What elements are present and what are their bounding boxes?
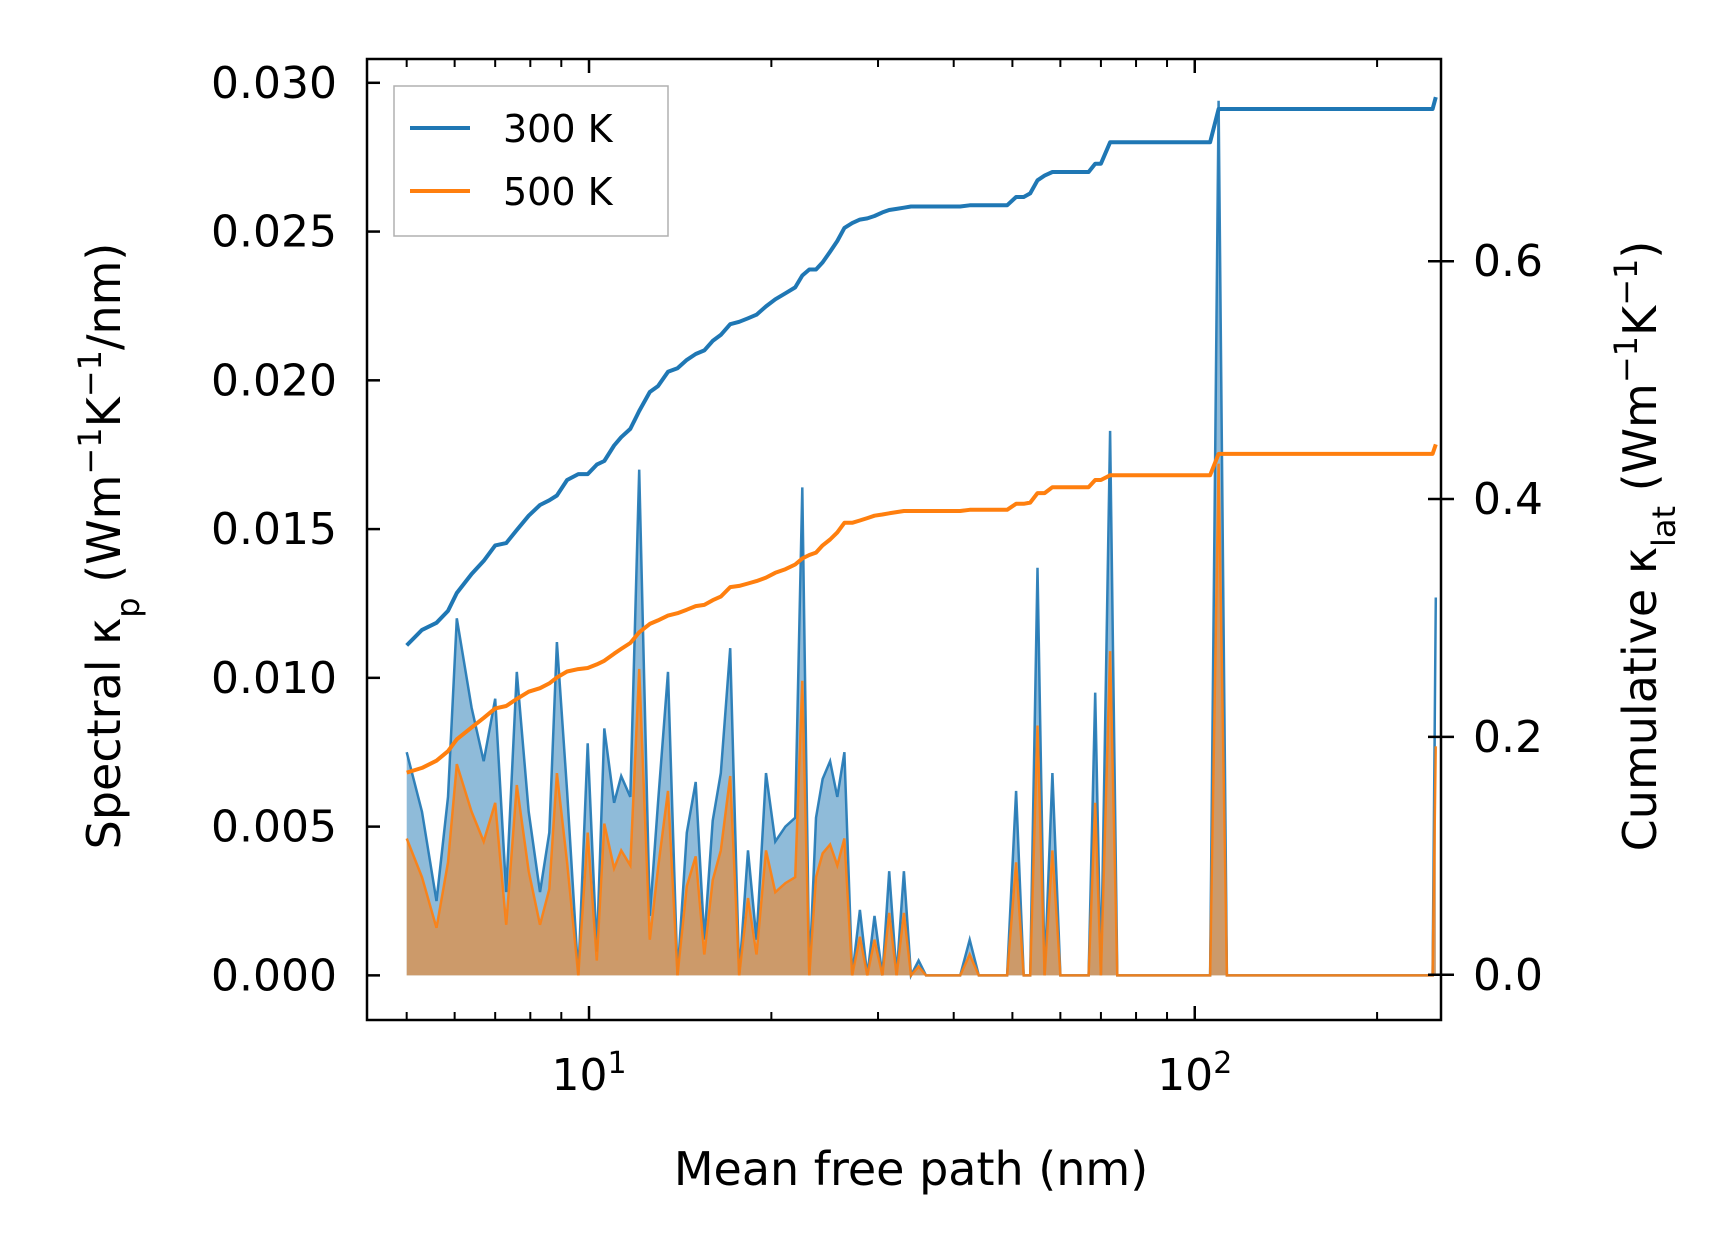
axes-layer: 0.000 0.005 0.010 0.015 0.020 0.025 0.030 0.0 0.… (211, 57, 1543, 1102)
left-y-tick-label: 0.020 (211, 355, 337, 406)
legend-label-300k: 300 K (503, 107, 614, 151)
legend-label-500k: 500 K (503, 170, 614, 214)
left-y-tick-label: 0.010 (211, 653, 337, 704)
left-y-tick-label: 0.030 (211, 58, 337, 109)
cumulative-line-0 (405, 96, 1438, 647)
spectral-line-0 (405, 100, 1438, 980)
right-y-tick-label: 0.6 (1473, 236, 1543, 287)
spectral-fill-layer (405, 100, 1438, 980)
left-y-tick-label: 0.005 (211, 802, 337, 853)
right-y-tick-label: 0.0 (1473, 950, 1543, 1001)
spectral-fill-1 (406, 463, 1436, 976)
right-y-tick-label: 0.4 (1473, 474, 1543, 525)
x-tick-label: 102 (1157, 1046, 1232, 1102)
x-axis-label: Mean free path (nm) (674, 1142, 1148, 1196)
spectral-line-1 (405, 463, 1438, 979)
left-y-tick-label: 0.000 (211, 950, 337, 1001)
legend-frame (393, 85, 669, 237)
line-layer (405, 96, 1438, 775)
left-y-tick-label: 0.025 (211, 207, 337, 258)
legend: 300 K 500 K (393, 85, 669, 237)
spectral-fill-0 (406, 100, 1436, 976)
left-y-tick-label: 0.015 (211, 504, 337, 555)
right-y-tick-label: 0.2 (1473, 712, 1543, 763)
x-tick-label: 101 (551, 1046, 626, 1102)
left-axis-label: Spectral κp (Wm−1K−1/nm) (71, 243, 147, 850)
right-axis-label: Cumulative κlat (Wm−1K−1) (1607, 241, 1683, 852)
plot-frame (365, 57, 1443, 1022)
cumulative-line-1 (406, 443, 1438, 775)
